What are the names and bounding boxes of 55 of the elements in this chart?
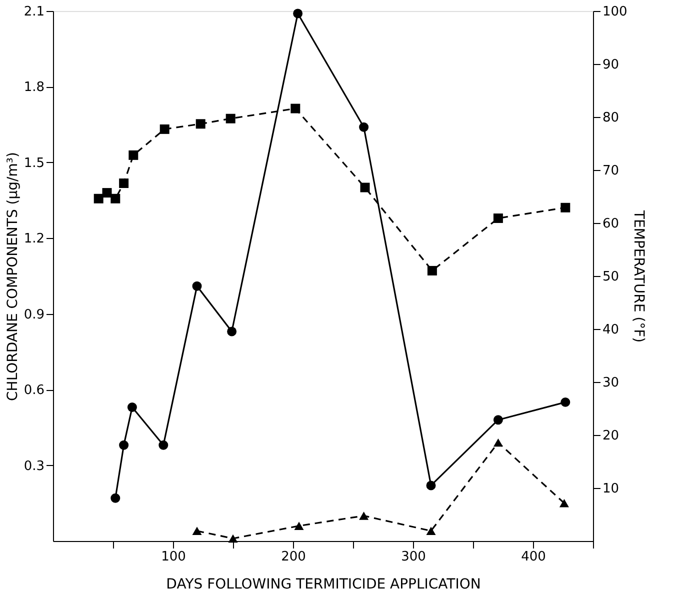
point xyxy=(293,8,303,18)
point xyxy=(493,415,503,425)
point xyxy=(426,480,436,490)
y2-tick-label: 50 xyxy=(602,270,620,284)
y-tick-label: 1.5 xyxy=(24,156,44,171)
point xyxy=(493,438,503,447)
point xyxy=(119,440,129,450)
x-tick-label: 100 xyxy=(161,550,186,564)
point xyxy=(119,178,129,188)
y-tick-label: 0.6 xyxy=(24,383,44,398)
y-tick-label: 2.1 xyxy=(24,4,44,20)
y-tick-label: 1.8 xyxy=(24,80,44,96)
point xyxy=(294,522,304,530)
point xyxy=(493,213,503,223)
point xyxy=(160,124,170,134)
point xyxy=(102,188,112,198)
y2-tick-label: 10 xyxy=(602,482,620,496)
y2-tick-label: 20 xyxy=(602,428,620,444)
y2-tick-label: 60 xyxy=(602,216,620,232)
y-axis-title: CHLORDANE COMPONENTS (µg/m³) xyxy=(4,152,21,401)
point xyxy=(127,402,137,412)
y2-tick-label: 100 xyxy=(602,4,628,20)
point xyxy=(110,493,120,503)
y2-tick-label: 70 xyxy=(602,164,620,178)
y-tick-label: 0.9 xyxy=(24,307,44,322)
x-axis-title: DAYS FOLLOWING TERMITICIDE APPLICATION xyxy=(166,576,481,592)
y2-tick-label: 40 xyxy=(602,322,620,338)
y-tick-label: 0.3 xyxy=(24,458,44,474)
point xyxy=(290,104,300,114)
point xyxy=(192,526,202,536)
point xyxy=(359,512,369,520)
point xyxy=(427,266,437,276)
point xyxy=(559,499,569,508)
point xyxy=(227,326,237,336)
point xyxy=(228,534,238,543)
point xyxy=(560,202,570,212)
point xyxy=(426,526,436,536)
point xyxy=(110,194,120,204)
point xyxy=(158,440,168,450)
point xyxy=(560,397,570,407)
point xyxy=(192,281,202,291)
y2-axis-title: TEMPERATURE (°F) xyxy=(630,209,646,343)
point xyxy=(226,114,236,124)
y-tick-label: 1.2 xyxy=(24,232,44,247)
y2-tick-label: 90 xyxy=(602,58,620,72)
point xyxy=(128,150,138,160)
y2-tick-label: 80 xyxy=(602,110,620,126)
x-tick-label: 300 xyxy=(401,550,426,564)
y2-tick-label: 30 xyxy=(602,376,620,390)
x-tick-label: 400 xyxy=(521,550,546,564)
x-tick-label: 200 xyxy=(281,550,306,564)
point xyxy=(360,182,370,192)
point xyxy=(94,194,104,204)
point xyxy=(196,119,206,129)
point xyxy=(359,122,369,132)
